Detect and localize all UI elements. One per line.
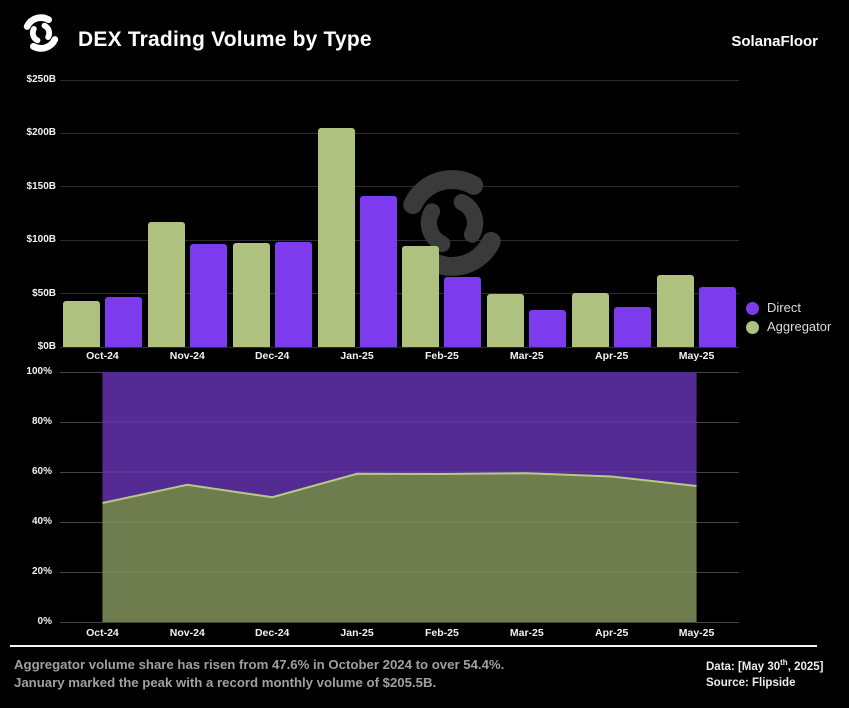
x-axis-tick-label: Apr-25 (595, 350, 629, 362)
direct-color-dot-icon (746, 301, 759, 315)
y-axis-tick-label: $100B (26, 234, 56, 246)
bar-direct-apr-25[interactable] (614, 307, 652, 347)
bar-direct-mar-25[interactable] (529, 309, 567, 347)
source-label: Source: Flipside (706, 676, 796, 689)
bar-aggregator-oct-24[interactable] (62, 301, 100, 347)
y-axis-tick-label: $150B (26, 180, 56, 192)
y-axis-tick-label: $250B (26, 74, 56, 85)
bar-aggregator-may-25[interactable] (657, 275, 695, 347)
share-boundary-line (102, 472, 697, 504)
x-axis-tick-label: May-25 (678, 627, 715, 639)
x-axis-tick-label: Dec-24 (254, 350, 290, 362)
x-axis-tick-label: Nov-24 (169, 350, 205, 362)
bar-aggregator-mar-25[interactable] (487, 293, 525, 347)
solanafloor-logo-icon (23, 14, 59, 52)
legend-label: Direct (767, 300, 801, 315)
x-axis-tick-label: Jan-25 (340, 627, 374, 639)
bar-direct-dec-24[interactable] (274, 242, 312, 347)
gridline (60, 79, 739, 81)
x-axis-tick-label: Nov-24 (169, 627, 205, 639)
data-date-label: Data: [May 30th, 2025] (706, 658, 824, 673)
gridline (60, 186, 739, 188)
y-axis-tick-label: 20% (31, 566, 52, 577)
y-axis-tick-label: 100% (26, 366, 52, 377)
bar-aggregator-feb-25[interactable] (402, 245, 440, 347)
gridline (60, 239, 739, 241)
bar-direct-feb-25[interactable] (444, 276, 482, 347)
summary-line-1: Aggregator volume share has risen from 4… (14, 657, 505, 672)
x-axis-tick-label: Jan-25 (340, 350, 374, 362)
bar-direct-oct-24[interactable] (104, 296, 142, 347)
footer-divider (10, 645, 817, 647)
brand-name: SolanaFloor (731, 33, 818, 50)
bar-direct-jan-25[interactable] (359, 195, 397, 347)
gridline (60, 293, 739, 295)
y-axis-tick-label: $50B (32, 287, 56, 299)
data-source-block: Data: [May 30th, 2025] Source: Flipside (706, 655, 826, 691)
area-direct[interactable] (102, 372, 697, 503)
gridline (60, 346, 739, 348)
x-axis-tick-label: Feb-25 (425, 627, 459, 639)
gridline (60, 132, 739, 134)
x-axis-tick-label: Dec-24 (254, 627, 290, 639)
aggregator-color-dot-icon (746, 320, 759, 334)
y-axis-tick-label: 60% (31, 466, 52, 477)
x-axis-tick-label: Mar-25 (509, 350, 544, 362)
share-area-plot (102, 372, 697, 622)
y-axis-tick-label: 80% (31, 416, 52, 427)
area-aggregator[interactable] (102, 473, 697, 622)
summary-text: Aggregator volume share has risen from 4… (14, 656, 614, 692)
y-axis-tick-label: 0% (37, 616, 52, 627)
x-axis-tick-label: Mar-25 (509, 627, 544, 639)
gridline (60, 621, 739, 623)
x-axis-tick-label: Oct-24 (86, 627, 119, 639)
bar-aggregator-apr-25[interactable] (572, 292, 610, 347)
chart-legend: Direct Aggregator (746, 301, 831, 334)
legend-item-direct[interactable]: Direct (746, 301, 831, 315)
bar-aggregator-jan-25[interactable] (317, 127, 355, 347)
x-axis-tick-label: Feb-25 (425, 350, 459, 362)
x-axis-tick-label: Apr-25 (595, 627, 629, 639)
page-title: DEX Trading Volume by Type (78, 28, 372, 51)
x-axis-tick-label: Oct-24 (86, 350, 119, 362)
y-axis-tick-label: $200B (26, 127, 56, 139)
legend-label: Aggregator (767, 319, 832, 334)
bar-aggregator-nov-24[interactable] (147, 222, 185, 347)
bar-direct-may-25[interactable] (699, 287, 737, 347)
y-axis-tick-label: 40% (31, 516, 52, 527)
bar-aggregator-dec-24[interactable] (232, 243, 270, 347)
x-axis-tick-label: May-25 (678, 350, 715, 362)
summary-line-2: January marked the peak with a record mo… (14, 675, 437, 690)
legend-item-aggregator[interactable]: Aggregator (746, 320, 831, 334)
bar-direct-nov-24[interactable] (189, 243, 227, 347)
y-axis-tick-label: $0B (37, 341, 56, 352)
